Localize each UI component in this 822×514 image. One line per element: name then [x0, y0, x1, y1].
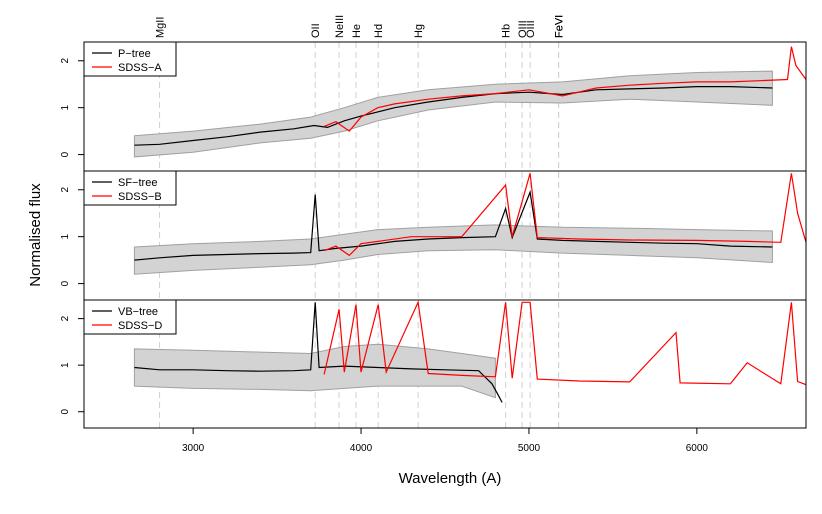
series-line-p-tree [134, 85, 773, 146]
line-label-oii-1: OII [310, 23, 322, 38]
legend-label-vb-tree: VB−tree [118, 306, 158, 318]
series-line-vb-tree [134, 302, 503, 403]
panel-sf-tree [133, 173, 806, 275]
y-axis-title: Normalised flux [27, 183, 44, 287]
series-line-sf-tree [134, 189, 773, 261]
legend-0: P−tree SDSS−A [83, 41, 177, 77]
uncertainty-band-0 [133, 70, 773, 158]
x-tick-label-3000: 3000 [182, 443, 205, 454]
y-tick-label-1-0: 0 [60, 280, 71, 286]
legend-1: SF−tree SDSS−B [83, 170, 177, 206]
line-label-fevi-9: FeVI [554, 15, 566, 38]
panel-frame-2 [83, 299, 807, 429]
y-tick-label-0-1: 1 [60, 104, 71, 110]
line-label-neiii-2: NeIII [334, 15, 346, 38]
y-tick-label-0-0: 0 [60, 151, 71, 157]
line-label-oiii-8: OIII [525, 20, 537, 38]
legend-label-sf-tree: SF−tree [118, 177, 157, 189]
x-axis: 3000 4000 5000 6000 [182, 428, 708, 454]
y-tick-label-1-2: 2 [60, 187, 71, 193]
line-label-hb-6: Hb [501, 24, 513, 38]
x-tick-label-6000: 6000 [686, 443, 709, 454]
legend-label-p-tree: P−tree [118, 48, 151, 60]
line-label-oiii-7: OIII [517, 20, 529, 38]
legend-box-0 [83, 41, 177, 77]
legend-2: VB−tree SDSS−D [83, 299, 177, 335]
legend-label-sdss-a: SDSS−A [118, 62, 162, 74]
y-tick-label-2-2: 2 [60, 315, 71, 321]
uncertainty-band-1 [133, 224, 773, 275]
y-tick-label-2-1: 1 [60, 362, 71, 368]
line-label-mgii-0: MgII [155, 17, 167, 38]
legend-label-sdss-d: SDSS−D [118, 320, 162, 332]
line-label-he-3: He [351, 24, 363, 38]
legend-label-sdss-b: SDSS−B [118, 191, 162, 203]
panel-vb-tree [133, 300, 806, 403]
x-tick-label-5000: 5000 [518, 443, 541, 454]
line-label-hd-4: Hd [373, 24, 385, 38]
panel-p-tree [133, 46, 806, 158]
series-line-sdss-a [323, 46, 806, 132]
series-line-sdss-d [323, 300, 806, 386]
y-tick-label-1-1: 1 [60, 233, 71, 239]
y-axes: 0 1 2 0 1 2 0 1 2 [60, 58, 84, 414]
legend-box-2 [83, 299, 177, 335]
line-label-fevi-10: FeVI [554, 15, 566, 38]
line-label-hg-5: Hg [413, 24, 425, 38]
legend-box-1 [83, 170, 177, 206]
series-line-sdss-b [323, 173, 806, 257]
uncertainty-band-2 [133, 343, 496, 399]
x-tick-label-4000: 4000 [350, 443, 373, 454]
legends: P−tree SDSS−A SF−tree SDSS−B VB−tree SDSS−D [83, 41, 177, 335]
panel-frames [83, 41, 807, 429]
y-tick-label-2-0: 0 [60, 408, 71, 414]
x-axis-title: Wavelength (A) [399, 470, 502, 487]
y-tick-label-0-2: 2 [60, 58, 71, 64]
